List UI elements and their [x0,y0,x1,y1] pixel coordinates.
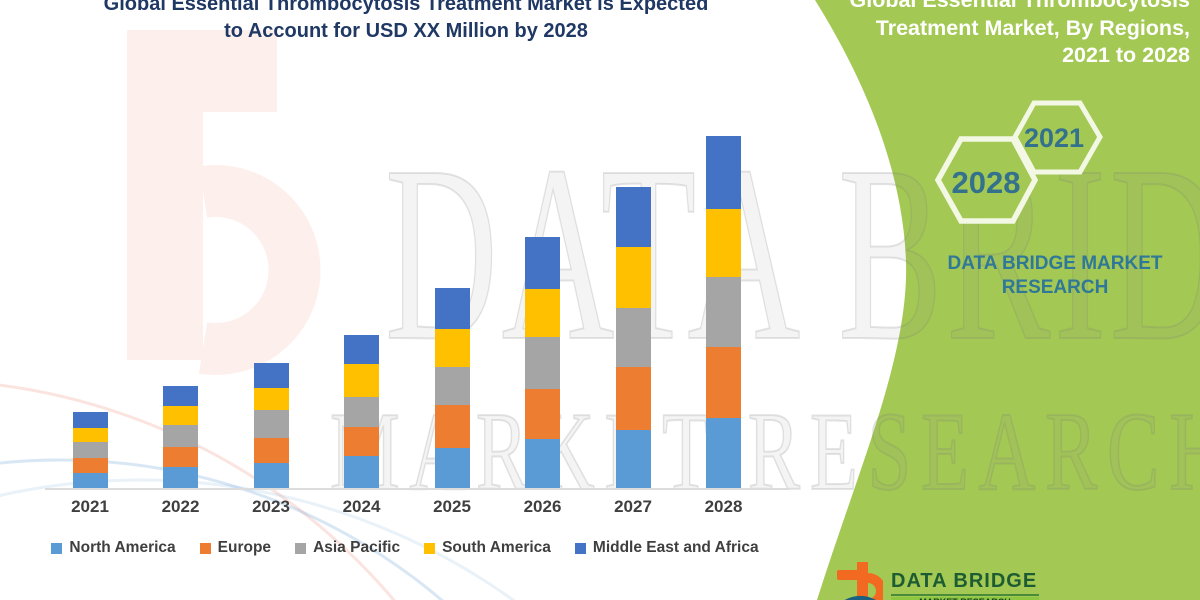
chart-legend: North America Europe Asia Pacific South Ame… [40,539,770,557]
bar-segment-2027-north-america [615,430,651,488]
panel-heading: Global Essential Thrombocytosis Treatmen… [810,0,1191,70]
bar-segment-2028-europe [706,347,741,418]
bar-segment-2025-europe [434,405,470,448]
bar-segment-2026-middle-east-and-africa [525,237,560,289]
bar-segment-2023-north-america [253,463,289,488]
x-axis-label-2028: 2028 [704,497,743,516]
legend-label: Europe [217,539,272,556]
legend-swatch-icon [295,542,307,554]
panel-heading-line1: Global Essential Thrombocytosis [849,0,1191,12]
legend-swatch-icon [424,542,436,554]
x-axis-label-2026: 2026 [523,497,562,516]
bar-segment-2023-asia-pacific [253,410,289,438]
x-axis-label-2027: 2027 [614,497,652,516]
bar-segment-2028-south-america [706,209,741,277]
bar-segment-2021-north-america [72,473,108,488]
bar-segment-2028-north-america [706,418,741,488]
legend-item-europe: Europe [199,539,272,557]
legend-label: South America [442,539,551,556]
bar-segment-2023-europe [253,438,289,463]
hexagon-year-2028: 2028 [951,165,1021,200]
panel-brand-line2: RESEARCH [1001,277,1109,298]
bar-segment-2022-middle-east-and-africa [163,386,198,406]
legend-item-south-america: South America [424,539,551,557]
bar-segment-2021-europe [72,458,108,473]
footer-logo-underline [891,594,1039,596]
legend-swatch-icon [574,542,586,554]
legend-item-north-america: North America [51,539,176,557]
legend-swatch-icon [199,542,211,554]
bar-segment-2027-asia-pacific [615,308,651,367]
bar-segment-2021-asia-pacific [72,442,108,458]
x-axis-label-2024: 2024 [342,497,381,516]
panel-brand-line1: DATA BRIDGE MARKET [947,253,1163,274]
footer-logo: DATA BRIDGE MARKET RESEARCH [835,558,1065,600]
hexagon-year-2021: 2021 [1023,123,1085,153]
year-hexagons [934,100,1103,224]
panel-brand-text: DATA BRIDGE MARKET RESEARCH [930,252,1180,300]
bar-segment-2025-south-america [434,329,470,367]
data-bridge-b-icon [837,562,883,600]
bar-segment-2021-south-america [72,428,108,442]
footer-logo-name: DATA BRIDGE [891,570,1038,592]
bar-segment-2028-asia-pacific [706,277,741,347]
bar-segment-2027-south-america [615,247,651,308]
panel-heading-line2: Treatment Market, By Regions, [875,15,1190,40]
bar-segment-2024-north-america [344,456,379,488]
bar-segment-2024-europe [344,427,379,456]
bar-segment-2022-south-america [163,406,198,425]
plot-area: 2021 2022 2023 2024 2025 2026 2027 2028 [45,136,790,516]
bar-segment-2025-middle-east-and-africa [434,288,470,329]
x-axis-label-2021: 2021 [71,497,109,516]
bar-segment-2022-north-america [163,467,198,488]
legend-label: Middle East and Africa [592,539,759,556]
panel-heading-line3: 2021 to 2028 [1062,43,1190,67]
bar-segment-2026-south-america [525,289,560,337]
x-axis-line [45,488,790,490]
x-axis-label-2025: 2025 [433,497,471,516]
legend-swatch-icon [51,542,63,554]
chart-title-line2: to Account for USD XX Million by 2028 [224,20,588,42]
bar-segment-2028-middle-east-and-africa [706,136,741,209]
hexagon-2021 [1012,100,1103,175]
bar-segment-2023-middle-east-and-africa [253,363,289,388]
bar-segment-2024-asia-pacific [344,397,379,427]
bar-segment-2024-south-america [344,364,379,397]
legend-item-asia-pacific: Asia Pacific [295,539,400,557]
bar-segment-2022-asia-pacific [163,425,198,447]
footer-logo-sub: MARKET RESEARCH [891,597,1039,600]
bar-segment-2026-north-america [525,439,560,488]
bar-segment-2026-asia-pacific [525,337,560,389]
bar-segment-2026-europe [525,389,560,439]
chart-title: Global Essential Thrombocytosis Treatmen… [0,0,812,45]
bar-segment-2027-middle-east-and-africa [615,187,651,247]
bar-segment-2022-europe [163,447,198,467]
bar-segment-2025-north-america [434,448,470,488]
x-axis-label-2023: 2023 [252,497,290,516]
chart-title-line1: Global Essential Thrombocytosis Treatmen… [103,0,709,15]
bar-segment-2023-south-america [253,388,289,410]
bar-segment-2024-middle-east-and-africa [344,335,379,364]
legend-item-middle-east-and-africa: Middle East and Africa [574,539,759,557]
hexagon-2028 [934,136,1039,224]
green-panel-shape [815,0,1200,600]
legend-label: North America [69,539,176,556]
bar-segment-2021-middle-east-and-africa [72,412,108,428]
bar-segment-2027-europe [615,367,651,430]
x-axis-label-2022: 2022 [161,497,200,516]
legend-label: Asia Pacific [313,539,401,556]
bar-segment-2025-asia-pacific [434,367,470,405]
